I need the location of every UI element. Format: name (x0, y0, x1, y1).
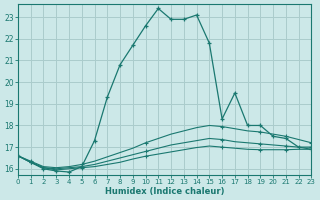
X-axis label: Humidex (Indice chaleur): Humidex (Indice chaleur) (105, 187, 224, 196)
